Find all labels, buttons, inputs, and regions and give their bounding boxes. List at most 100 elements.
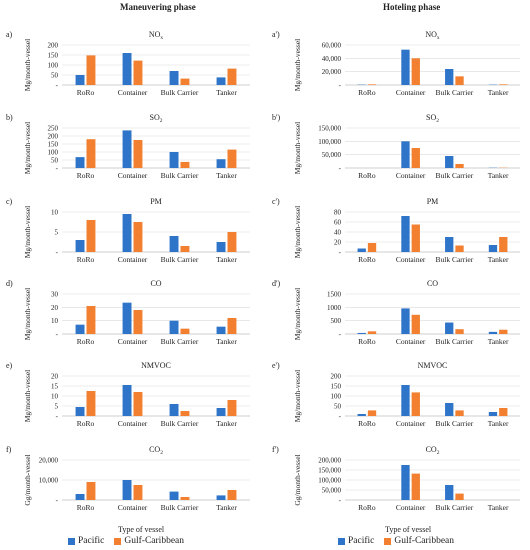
x-tick-label: Container: [396, 88, 426, 97]
x-tick-label: Container: [118, 255, 148, 264]
y-tick-label: 50,000: [322, 151, 342, 159]
y-tick-label: 10: [51, 209, 59, 217]
legend-swatch-gulf: [114, 537, 122, 545]
x-tick-label: RoRo: [77, 255, 95, 264]
bar-pacific-tanker: [216, 159, 226, 168]
y-axis-title: Gg/month-vessel: [293, 454, 302, 505]
x-axis-title-left: Type of vessel: [118, 525, 165, 534]
x-tick-label: Container: [118, 419, 148, 428]
x-tick-label: Tanker: [488, 503, 509, 512]
bar-gulf-caribbean-bulk-carrier: [180, 497, 190, 500]
bar-gulf-caribbean-container: [133, 310, 143, 334]
bar-gulf-caribbean-container: [411, 224, 420, 252]
y-tick-label: 20: [51, 304, 59, 312]
y-tick-label: -: [56, 497, 59, 505]
panel-label: b): [6, 113, 13, 122]
bar-pacific-roro: [357, 248, 366, 252]
x-tick-label: RoRo: [77, 171, 95, 180]
bar-gulf-caribbean-container: [411, 473, 420, 500]
legend-left: Pacific Gulf-Caribbean: [68, 536, 194, 546]
bar-pacific-bulk-carrier: [169, 236, 179, 252]
bar-gulf-caribbean-container: [411, 58, 420, 85]
y-tick-label: 100,000: [318, 477, 341, 485]
bar-gulf-caribbean-bulk-carrier: [180, 78, 190, 85]
x-tick-label: Tanker: [216, 419, 237, 428]
y-tick-label: 100: [48, 149, 59, 157]
panel-label: a'): [272, 30, 280, 39]
bar-gulf-caribbean-container: [133, 60, 143, 85]
bar-pacific-container: [401, 141, 410, 168]
bar-gulf-caribbean-bulk-carrier: [455, 76, 464, 85]
panel-label: d): [6, 279, 13, 288]
y-axis-title: Mg/month-vessel: [293, 39, 302, 92]
y-tick-label: 150,000: [318, 125, 341, 133]
y-axis-title: Mg/month-vessel: [23, 206, 32, 259]
bar-gulf-caribbean-bulk-carrier: [455, 164, 464, 168]
y-tick-label: 100,000: [318, 138, 341, 146]
x-tick-label: RoRo: [358, 337, 376, 346]
bar-pacific-roro: [75, 324, 85, 334]
y-tick-label: 50: [51, 157, 59, 165]
y-tick-label: -: [56, 82, 59, 90]
panel-label: e'): [272, 361, 280, 370]
chart-title: NMVOC: [418, 361, 448, 370]
y-axis-title: Gg/month-vessel: [23, 454, 32, 505]
x-tick-label: Container: [396, 503, 426, 512]
bar-pacific-roro: [75, 494, 85, 500]
y-tick-label: -: [56, 249, 59, 257]
legend-swatch-pacific: [68, 537, 75, 545]
bar-gulf-caribbean-tanker: [499, 329, 508, 334]
x-tick-label: RoRo: [77, 503, 95, 512]
y-axis-title: Mg/month-vessel: [293, 122, 302, 175]
bar-pacific-container: [401, 216, 410, 252]
bar-pacific-container: [401, 465, 410, 500]
bar-gulf-caribbean-bulk-carrier: [180, 328, 190, 334]
y-tick-label: 50: [51, 72, 59, 80]
bar-gulf-caribbean-roro: [86, 306, 96, 334]
x-tick-label: Bulk Carrier: [161, 171, 199, 180]
bar-gulf-caribbean-bulk-carrier: [455, 493, 464, 500]
bar-pacific-roro: [75, 75, 85, 85]
bar-pacific-bulk-carrier: [445, 403, 454, 416]
x-tick-label: Tanker: [488, 255, 509, 264]
y-tick-label: 10: [51, 393, 59, 401]
x-tick-label: Tanker: [216, 503, 237, 512]
chart-title: CO2: [426, 445, 440, 456]
bar-pacific-bulk-carrier: [169, 320, 179, 334]
legend-item-gulf: Gulf-Caribbean: [384, 536, 454, 546]
panel-label: c'): [272, 197, 280, 206]
panel-label: a): [6, 30, 13, 39]
bar-gulf-caribbean-roro: [367, 84, 377, 85]
bar-gulf-caribbean-tanker: [227, 149, 237, 168]
x-tick-label: Tanker: [216, 171, 237, 180]
x-tick-label: Tanker: [216, 88, 237, 97]
chart-title: CO: [150, 279, 161, 288]
bar-gulf-caribbean-roro: [367, 243, 377, 252]
bar-pacific-bulk-carrier: [445, 156, 454, 168]
bar-gulf-caribbean-container: [411, 148, 420, 168]
bar-pacific-roro: [75, 240, 85, 252]
bar-gulf-caribbean-bulk-carrier: [455, 410, 464, 416]
panel-label: c): [6, 197, 13, 206]
x-tick-label: Container: [118, 88, 148, 97]
y-tick-label: 50,000: [322, 487, 342, 495]
panel-label: f'): [272, 445, 279, 454]
x-tick-label: Bulk Carrier: [436, 255, 474, 264]
bar-pacific-roro: [75, 407, 85, 416]
bar-pacific-container: [122, 480, 132, 500]
y-tick-label: 5: [55, 403, 59, 411]
x-tick-label: RoRo: [358, 255, 376, 264]
y-tick-label: -: [339, 413, 342, 421]
y-tick-label: 200: [48, 133, 59, 141]
legend-swatch-gulf: [384, 537, 392, 545]
x-tick-label: Container: [396, 337, 426, 346]
bar-pacific-bulk-carrier: [445, 69, 454, 85]
bar-pacific-container: [122, 214, 132, 252]
bar-gulf-caribbean-roro: [86, 55, 96, 85]
bar-pacific-container: [401, 308, 410, 334]
y-axis-title: Mg/month-vessel: [23, 370, 32, 423]
maneuvering-phase-title: Maneuvering phase: [120, 2, 196, 12]
bar-pacific-container: [122, 53, 132, 85]
bar-pacific-bulk-carrier: [445, 322, 454, 334]
bar-gulf-caribbean-container: [411, 392, 420, 416]
